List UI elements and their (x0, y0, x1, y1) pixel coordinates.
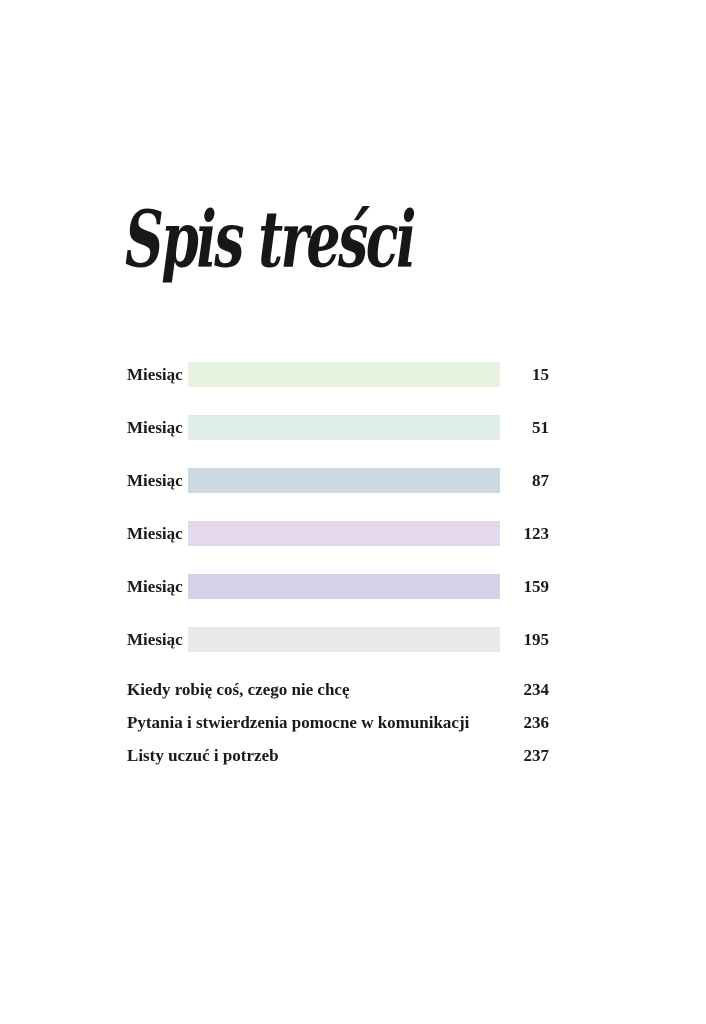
toc-entry: Miesiąc 195 (127, 627, 549, 652)
toc-entry-page-number: 236 (523, 713, 550, 732)
toc-entry-page-number: 195 (523, 629, 550, 649)
toc-entry: Miesiąc 51 (127, 415, 549, 440)
toc-entry-color-bar (188, 574, 500, 599)
toc-entry-color-bar (188, 362, 500, 387)
toc-entry: Miesiąc 159 (127, 574, 549, 599)
page-title: Spis treści (125, 194, 416, 286)
toc-entry-color-bar (188, 521, 500, 546)
toc-entry-page-number: 15 (532, 364, 549, 384)
toc-entry-label: Miesiąc (127, 364, 183, 384)
toc-entry-label: Miesiąc (127, 417, 183, 437)
toc-entry-page-number: 159 (523, 576, 550, 596)
toc-entry-label: Miesiąc (127, 470, 183, 490)
toc-entry: Listy uczuć i potrzeb 237 (127, 746, 549, 766)
toc-entry: Miesiąc 15 (127, 362, 549, 387)
toc-entry-page-number: 51 (532, 417, 549, 437)
toc-entry-page-number: 237 (523, 746, 550, 765)
toc-entry-label: Kiedy robię coś, czego nie chcę (127, 680, 350, 699)
toc-entry-page-number: 87 (532, 470, 549, 490)
toc-entry-label: Miesiąc (127, 523, 183, 543)
toc-entry-label: Miesiąc (127, 629, 183, 649)
toc-entry: Pytania i stwierdzenia pomocne w komunik… (127, 713, 549, 733)
toc-entry: Kiedy robię coś, czego nie chcę 234 (127, 680, 549, 700)
toc-entry-color-bar (188, 415, 500, 440)
toc-entry-page-number: 234 (523, 680, 550, 699)
toc-entry-label: Pytania i stwierdzenia pomocne w komunik… (127, 713, 470, 732)
toc-text-list: Kiedy robię coś, czego nie chcę 234 Pytani… (127, 680, 549, 766)
table-of-contents: Miesiąc 15 Miesiąc 51 Miesiąc 87 Miesiąc 123 Mie… (127, 362, 549, 779)
toc-entry-color-bar (188, 468, 500, 493)
toc-entry-label: Listy uczuć i potrzeb (127, 746, 279, 765)
toc-entry-page-number: 123 (523, 523, 550, 543)
toc-bar-list: Miesiąc 15 Miesiąc 51 Miesiąc 87 Miesiąc 123 Mie… (127, 362, 549, 652)
toc-entry: Miesiąc 123 (127, 521, 549, 546)
toc-entry: Miesiąc 87 (127, 468, 549, 493)
toc-entry-label: Miesiąc (127, 576, 183, 596)
toc-entry-color-bar (188, 627, 500, 652)
